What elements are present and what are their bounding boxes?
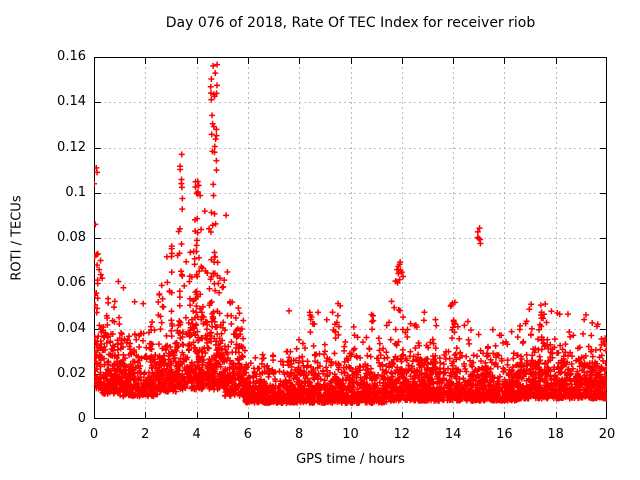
x-tick-label: 6 bbox=[243, 427, 253, 442]
x-tick-label: 4 bbox=[192, 427, 201, 442]
chart-title: Day 076 of 2018, Rate Of TEC Index for r… bbox=[165, 15, 536, 31]
y-axis-label: ROTI / TECUs bbox=[9, 195, 25, 281]
y-tick-label: 0.04 bbox=[57, 320, 86, 336]
plot-area bbox=[94, 57, 607, 419]
x-axis-label: GPS time / hours bbox=[296, 452, 405, 467]
y-tick-label: 0.08 bbox=[57, 230, 86, 245]
x-tick-label: 8 bbox=[295, 427, 304, 442]
x-tick-label: 12 bbox=[393, 427, 411, 442]
x-tick-label: 0 bbox=[89, 427, 99, 442]
y-tick-label: 0.12 bbox=[57, 139, 86, 155]
x-tick-label: 14 bbox=[444, 427, 462, 442]
x-tick-label: 2 bbox=[141, 427, 150, 442]
y-tick-label: 0.02 bbox=[57, 365, 86, 381]
y-tick-label: 0.06 bbox=[57, 275, 86, 291]
x-tick-label: 10 bbox=[342, 427, 359, 442]
x-tick-label: 16 bbox=[496, 427, 513, 442]
y-tick-label: 0.16 bbox=[57, 49, 86, 64]
x-tick-label: 20 bbox=[598, 427, 616, 442]
x-tick-label: 18 bbox=[547, 427, 564, 442]
y-tick-label: 0 bbox=[77, 411, 86, 426]
y-tick-label: 0.1 bbox=[65, 184, 86, 200]
y-tick-label: 0.14 bbox=[57, 94, 86, 110]
